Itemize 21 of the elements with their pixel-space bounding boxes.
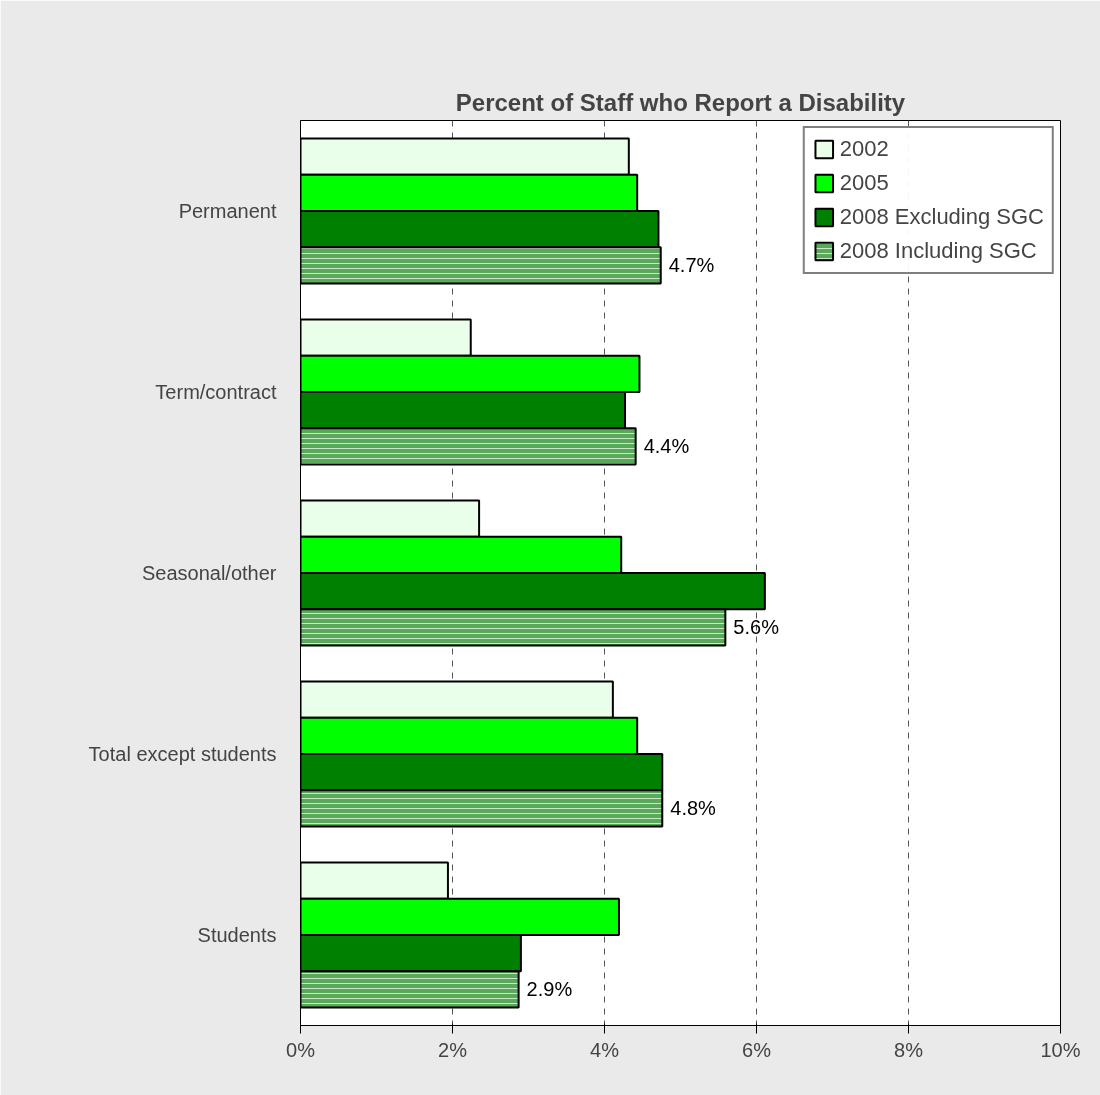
y-tick-label: Term/contract <box>155 381 277 403</box>
y-tick-label: Permanent <box>178 200 277 222</box>
y-tick-label: Total except students <box>88 743 277 765</box>
chart-title: Percent of Staff who Report a Disability <box>455 88 906 116</box>
data-label: 4.8% <box>670 797 717 820</box>
y-tick-label: Students <box>197 924 277 946</box>
legend-label: 2008 Including SGC <box>839 238 1037 264</box>
x-tick-label: 4% <box>590 1038 620 1061</box>
x-tick-label: 10% <box>1040 1038 1081 1061</box>
legend-label: 2002 <box>839 136 889 162</box>
x-tick-label: 2% <box>438 1038 468 1061</box>
x-tick-label: 0% <box>286 1038 316 1061</box>
legend-label: 2005 <box>839 170 889 196</box>
x-tick-label: 6% <box>742 1038 772 1061</box>
x-tick-label: 8% <box>894 1038 924 1061</box>
legend-label: 2008 Excluding SGC <box>839 204 1044 230</box>
data-label: 4.7% <box>668 254 715 277</box>
data-label: 4.4% <box>643 435 690 458</box>
y-tick-label: Seasonal/other <box>141 562 277 584</box>
data-label: 5.6% <box>733 616 780 639</box>
data-label: 2.9% <box>526 978 573 1001</box>
